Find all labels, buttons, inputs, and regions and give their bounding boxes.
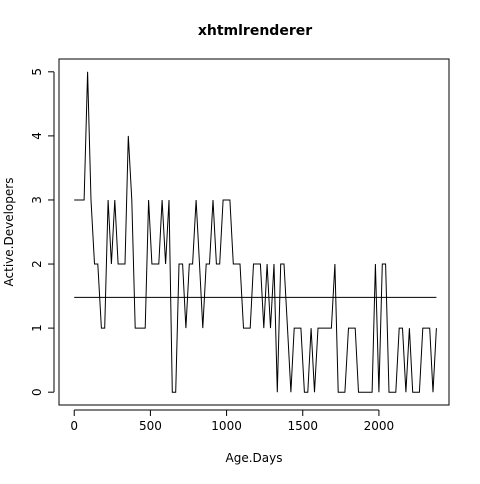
chart-title: xhtmlrenderer [198, 23, 312, 39]
x-tick-label: 0 [70, 419, 78, 433]
y-tick-label: 3 [30, 196, 44, 204]
series-layer [74, 71, 437, 393]
y-tick-label: 1 [30, 324, 44, 332]
y-axis-label: Active.Developers [2, 178, 16, 287]
x-tick-label: 1000 [211, 419, 242, 433]
x-tick-label: 2000 [364, 419, 395, 433]
y-axis: 0 1 2 3 4 5 [30, 68, 55, 396]
series-line-developers [74, 71, 437, 393]
y-tick-label: 2 [30, 260, 44, 268]
x-tick-label: 1500 [287, 419, 318, 433]
y-tick-label: 4 [30, 132, 44, 140]
x-tick-label: 500 [139, 419, 162, 433]
plot-frame [58, 58, 450, 406]
y-tick-label: 5 [30, 68, 44, 76]
y-tick-label: 0 [30, 388, 44, 396]
x-axis-label: Age.Days [226, 451, 283, 465]
x-axis: 0 500 1000 1500 2000 [70, 409, 395, 433]
